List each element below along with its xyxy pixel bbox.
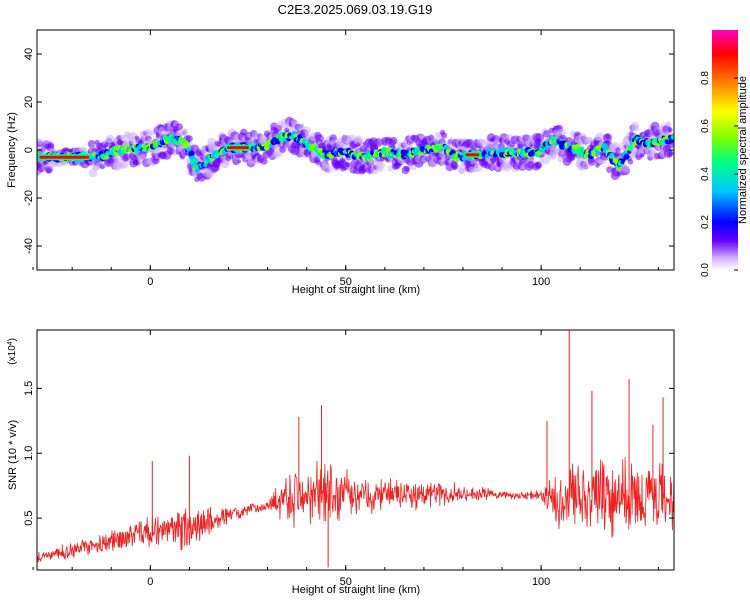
spectral-energy-halo — [355, 142, 361, 147]
chart-title: C2E3.2025.069.03.19.G19 — [278, 2, 433, 17]
spectrogram-y-tick-label: -20 — [23, 190, 35, 206]
spectrogram-x-tick-label: 0 — [147, 276, 153, 288]
snr-axes: 0 50 100 0.5 1.0 1.5 — [23, 330, 674, 588]
colorbar-tick-label: 0.0 — [700, 263, 711, 277]
spectral-energy-core — [671, 135, 674, 140]
spectral-energy-halo — [535, 133, 544, 142]
snr-y-tick-label: 1.5 — [23, 381, 35, 396]
spectral-energy-halo — [260, 157, 268, 165]
spectral-energy-halo — [432, 136, 441, 144]
spectral-energy-halo — [274, 150, 281, 157]
snr-x-axis-label: Height of straight line (km) — [292, 584, 420, 596]
colorbar-tick-label: 0.4 — [700, 167, 711, 181]
spectral-energy-halo — [615, 147, 621, 153]
spectral-energy-halo — [427, 134, 435, 142]
spectrogram-y-tick-label: 20 — [23, 96, 35, 108]
spectrogram-y-axis-label: Frequency (Hz) — [6, 112, 18, 188]
spectral-energy-halo — [468, 166, 476, 173]
snr-y-tick-label: 1.0 — [23, 446, 35, 461]
spectral-energy-halo — [175, 123, 183, 131]
spectral-energy-halo — [479, 139, 486, 145]
spectral-energy-halo — [354, 135, 364, 145]
spectral-energy-core — [567, 142, 572, 147]
colorbar-tick-label: 0.6 — [700, 119, 711, 133]
spectrogram-panel: 0 50 100 -40 -20 0 20 40 Height of straight lin… — [6, 29, 675, 296]
spectrogram-core — [37, 130, 674, 174]
spectral-energy-halo — [465, 138, 475, 148]
spectral-energy-halo — [105, 134, 115, 144]
spectral-energy-halo — [517, 140, 525, 149]
spectral-energy-core — [459, 152, 463, 156]
spectral-energy-halo — [581, 160, 591, 170]
snr-panel: 0 50 100 0.5 1.0 1.5 Height of straight line … — [7, 329, 675, 596]
snr-x-tick-label: 0 — [147, 576, 153, 588]
spectral-energy-halo — [37, 138, 43, 145]
spectral-energy-core — [628, 144, 633, 150]
colorbar-ticks: 0.0 0.2 0.4 0.6 0.8 — [700, 71, 738, 277]
spectral-energy-halo — [207, 137, 216, 147]
snr-y-axis-label: SNR (10 * v/v) — [7, 420, 19, 490]
spectral-energy-halo — [325, 165, 333, 174]
spectrogram-x-axis-label: Height of straight line (km) — [292, 284, 420, 296]
spectral-energy-halo — [668, 150, 674, 157]
colorbar: 0.0 0.2 0.4 0.6 0.8 Normalized spectral ampl… — [700, 30, 749, 277]
spectral-energy-halo — [148, 130, 155, 137]
spectral-energy-halo — [389, 136, 398, 146]
spectrogram-axes: 0 50 100 -40 -20 0 20 40 — [23, 30, 674, 288]
snr-x-tick-label: 50 — [340, 576, 352, 588]
spectral-energy-halo — [315, 159, 321, 166]
snr-frame — [36, 329, 675, 571]
spectral-energy-halo — [139, 153, 146, 160]
spectral-energy-halo — [542, 130, 551, 138]
spectral-energy-halo — [451, 162, 459, 170]
spectral-energy-halo — [595, 132, 605, 142]
spectral-energy-halo — [236, 159, 242, 164]
spectrogram-x-tick-label: 50 — [340, 276, 352, 288]
snr-plot-area — [37, 330, 674, 570]
spectral-energy-core — [188, 150, 195, 157]
spectral-energy-halo — [345, 162, 351, 168]
spectrogram-x-tick-label: 100 — [532, 276, 550, 288]
spectrogram-heatmap — [37, 116, 674, 182]
snr-y-tick-label: 0.5 — [23, 510, 35, 525]
spectral-energy-halo — [627, 159, 634, 165]
spectral-energy-halo — [614, 152, 620, 158]
spectral-energy-halo — [441, 132, 448, 139]
spectral-energy-halo — [379, 162, 386, 168]
snr-series — [37, 330, 674, 568]
spectrogram-y-tick-label: 0 — [23, 147, 35, 153]
spectral-energy-halo — [303, 126, 311, 135]
spectral-energy-halo — [606, 166, 614, 174]
spectral-energy-halo — [665, 121, 672, 127]
snr-x-tick-label: 100 — [532, 576, 550, 588]
spectral-energy-halo — [645, 128, 654, 138]
spectrogram-y-tick-label: -40 — [23, 238, 35, 254]
spectral-energy-halo — [620, 163, 630, 173]
snr-trace — [37, 456, 674, 563]
spectral-energy-halo — [403, 165, 410, 172]
spectral-energy-halo — [315, 134, 324, 143]
spectral-energy-halo — [409, 163, 417, 171]
spectral-energy-core — [623, 153, 630, 160]
colorbar-label: Normalized spectral amplitude — [737, 76, 749, 224]
spectral-energy-halo — [604, 133, 611, 140]
spectrogram-y-tick-label: 40 — [23, 48, 35, 60]
spectral-energy-halo — [505, 134, 513, 141]
spectral-energy-halo — [631, 124, 640, 132]
spectral-energy-halo — [119, 160, 128, 170]
spectral-energy-halo — [667, 127, 673, 133]
spectral-energy-halo — [181, 128, 189, 136]
snr-multiplier: (x104) — [7, 338, 19, 365]
colorbar-tick-label: 0.8 — [700, 71, 711, 85]
colorbar-tick-label: 0.2 — [700, 215, 711, 229]
spectral-energy-halo — [659, 152, 665, 158]
spectral-energy-halo — [588, 158, 596, 166]
spectral-energy-halo — [284, 127, 290, 133]
spectral-energy-core — [268, 143, 273, 148]
colorbar-gradient — [712, 30, 738, 270]
